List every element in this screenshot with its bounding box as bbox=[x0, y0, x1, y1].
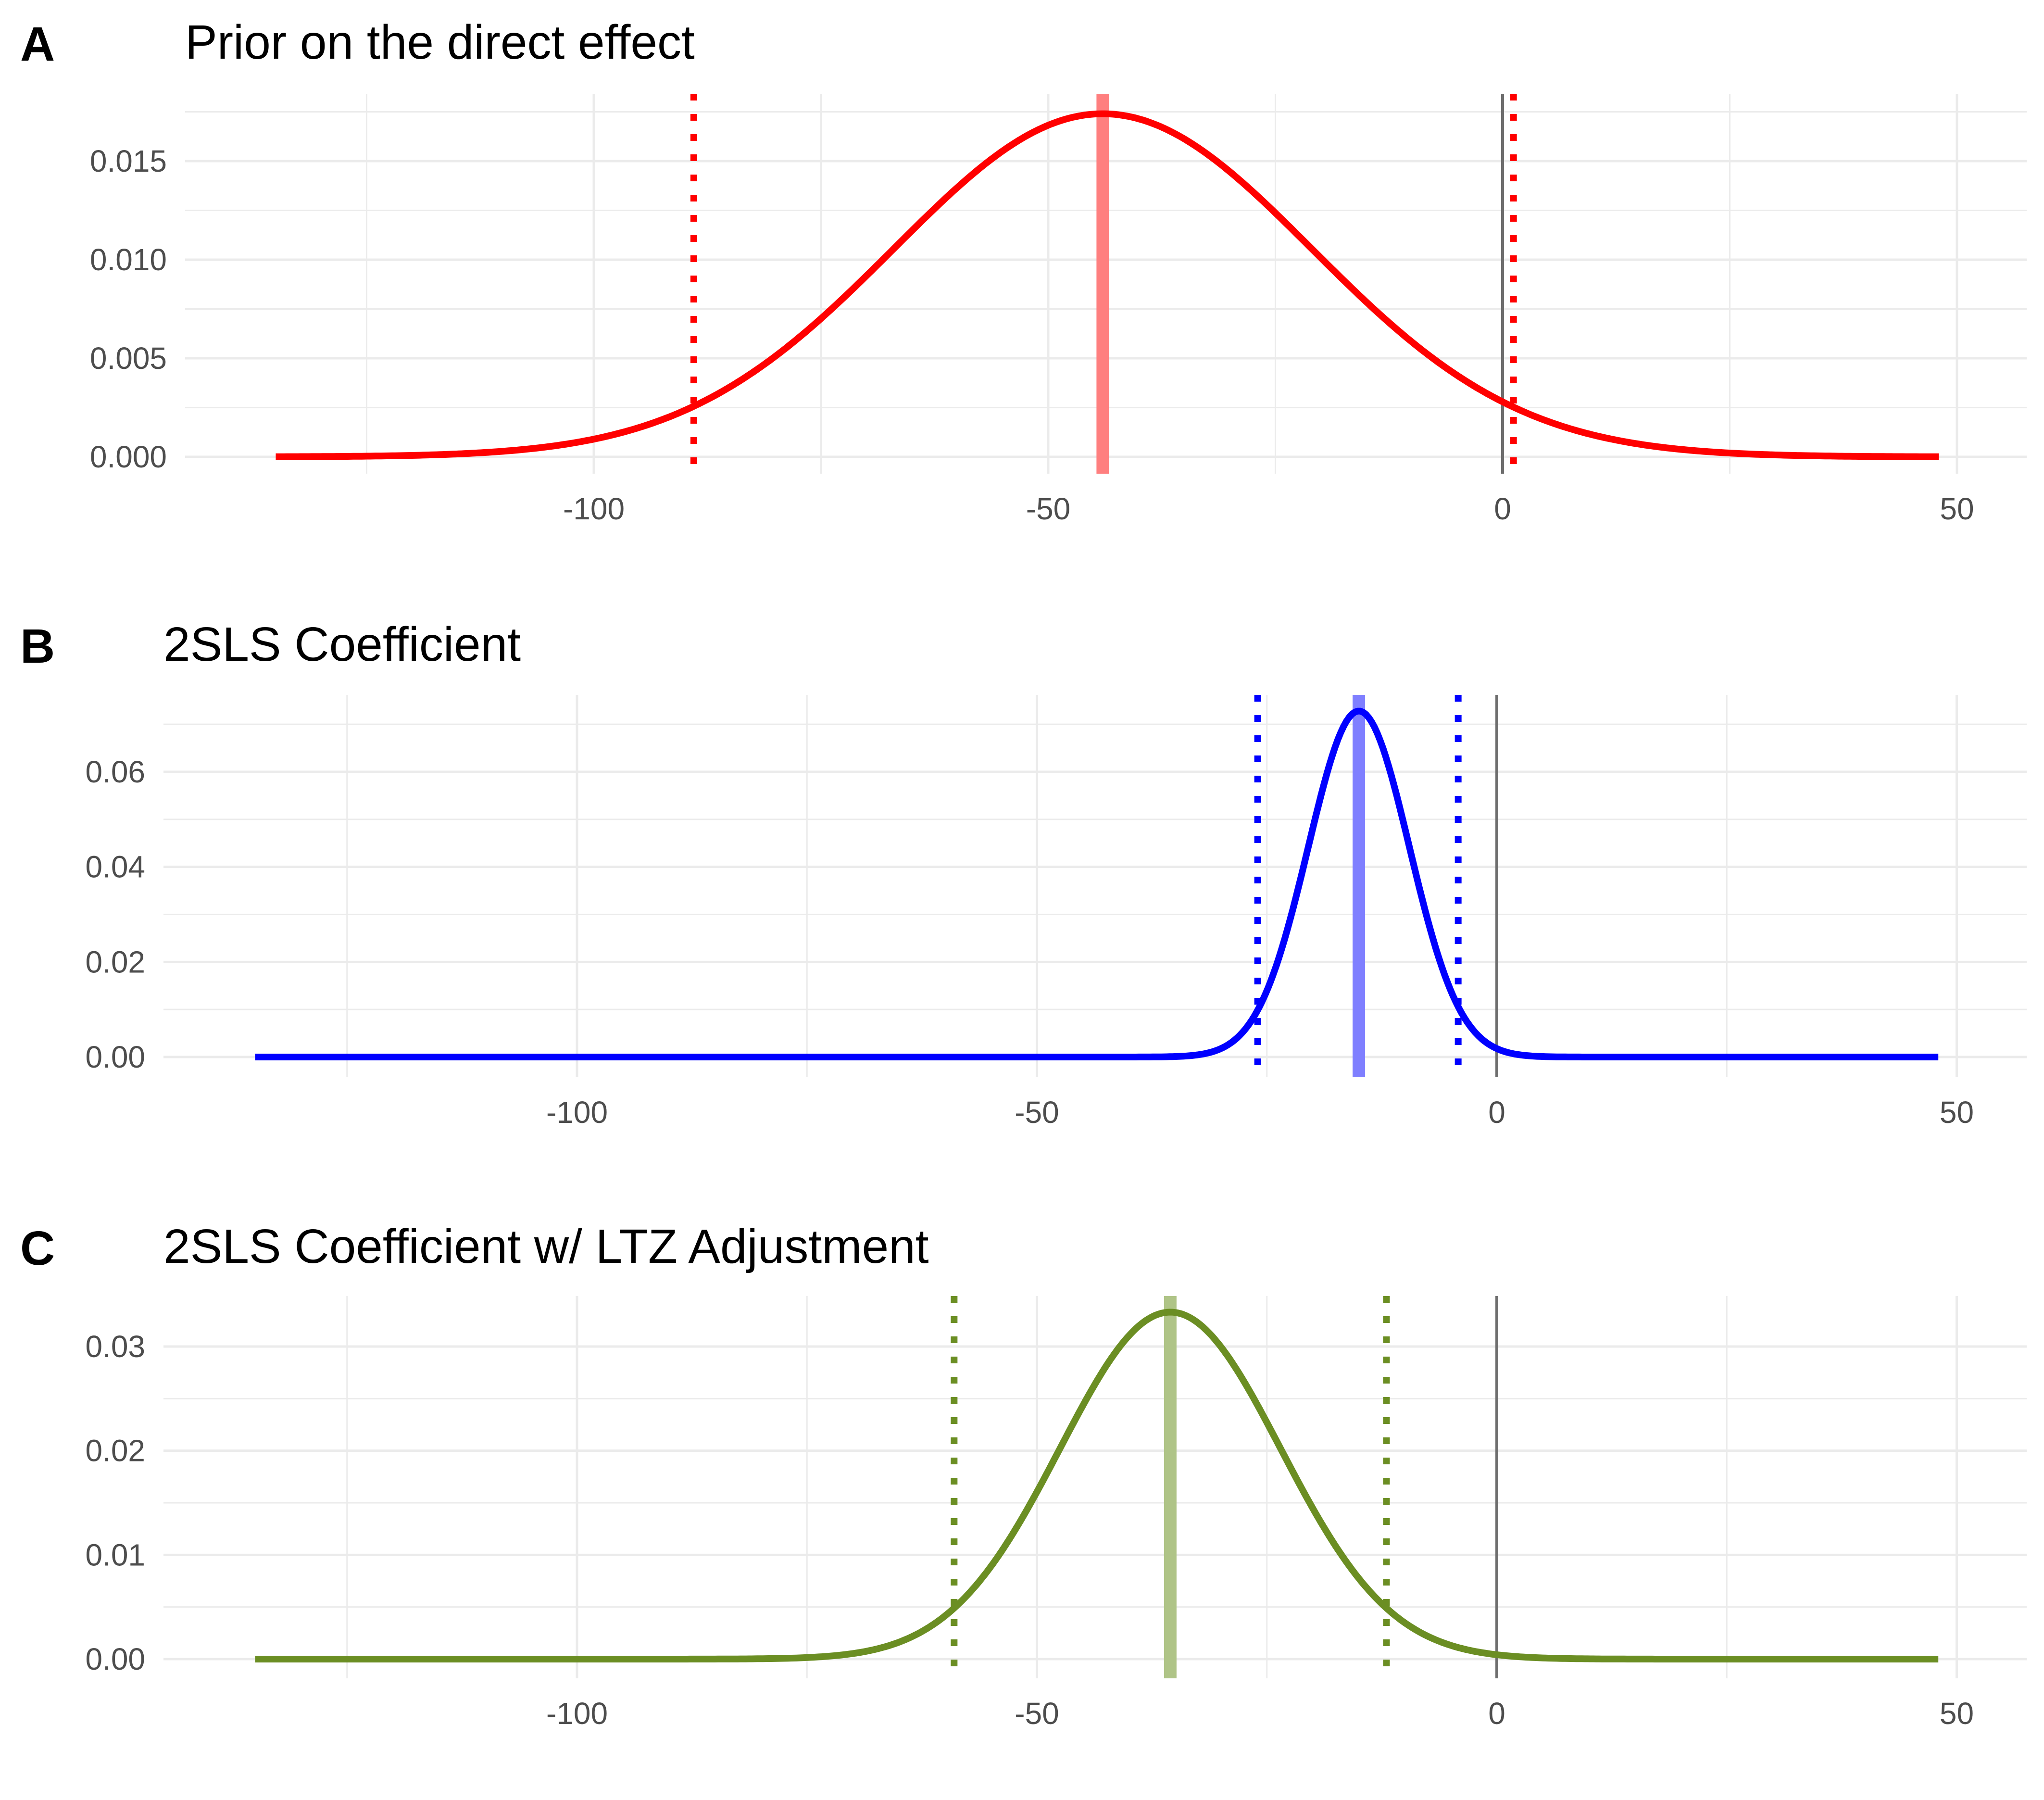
panel-b-y-tick-labels: 0.00 0.02 0.04 0.06 bbox=[85, 755, 145, 1074]
panel-b-title: 2SLS Coefficient bbox=[163, 617, 521, 671]
y-tick-label: 0.06 bbox=[85, 755, 145, 789]
panel-a-title: Prior on the direct effect bbox=[185, 15, 695, 69]
panel-b: B 2SLS Coefficient -100 -50 0 50 0.000.020.… bbox=[20, 617, 2027, 1130]
panel-c-vlines bbox=[951, 1296, 1498, 1678]
panel-b-curve bbox=[254, 707, 1939, 1060]
density-curve bbox=[254, 1309, 1939, 1662]
x-tick-label: -50 bbox=[1015, 1696, 1059, 1731]
panel-b-letter: B bbox=[20, 619, 55, 673]
y-tick-label: 0.00 bbox=[85, 1642, 145, 1676]
y-tick-label: 0.010 bbox=[90, 242, 167, 277]
y-tick-label: 0.00 bbox=[85, 1040, 145, 1074]
y-tick-label: 0.03 bbox=[85, 1329, 145, 1364]
density-curve bbox=[254, 707, 1939, 1060]
y-tick-label: 0.000 bbox=[90, 440, 167, 474]
y-tick-label: 0.02 bbox=[85, 1434, 145, 1468]
panel-b-grid bbox=[163, 695, 2027, 1077]
panel-c-title: 2SLS Coefficient w/ LTZ Adjustment bbox=[163, 1220, 929, 1273]
panel-c: C 2SLS Coefficient w/ LTZ Adjustment -10… bbox=[20, 1220, 2027, 1731]
x-tick-label: 0 bbox=[1488, 1095, 1505, 1130]
density-curve bbox=[275, 110, 1940, 460]
x-tick-label: -50 bbox=[1015, 1095, 1059, 1130]
panel-a: A Prior on the direct effect -100 -50 0 50 … bbox=[20, 15, 2027, 526]
x-tick-label: 50 bbox=[1940, 1696, 1974, 1731]
x-tick-label: -100 bbox=[563, 491, 625, 526]
panel-a-letter: A bbox=[20, 17, 55, 71]
x-tick-label: 50 bbox=[1940, 491, 1974, 526]
panel-c-x-tick-labels: -100 -50 0 50 bbox=[546, 1696, 1974, 1731]
panel-a-y-tick-labels: 0.000 0.005 0.010 0.015 bbox=[90, 144, 167, 474]
y-tick-label: 0.02 bbox=[85, 944, 145, 979]
y-tick-label: 0.04 bbox=[85, 850, 145, 884]
panel-a-vlines bbox=[690, 94, 1517, 474]
y-tick-label: 0.01 bbox=[85, 1537, 145, 1572]
panel-c-letter: C bbox=[20, 1221, 55, 1275]
x-tick-label: -100 bbox=[546, 1696, 608, 1731]
panel-c-grid bbox=[163, 1296, 2027, 1678]
panel-b-x-tick-labels: -100 -50 0 50 bbox=[546, 1095, 1974, 1130]
y-tick-label: 0.015 bbox=[90, 144, 167, 178]
x-tick-label: -50 bbox=[1026, 491, 1071, 526]
panel-c-y-tick-labels: 0.00 0.01 0.02 0.03 bbox=[85, 1329, 145, 1676]
x-tick-label: -100 bbox=[546, 1095, 608, 1130]
x-tick-label: 50 bbox=[1940, 1095, 1974, 1130]
panel-c-curve bbox=[254, 1309, 1939, 1662]
panel-b-vlines bbox=[1254, 695, 1498, 1077]
x-tick-label: 0 bbox=[1494, 491, 1511, 526]
x-tick-label: 0 bbox=[1488, 1696, 1505, 1731]
y-tick-label: 0.005 bbox=[90, 341, 167, 376]
panel-a-curve bbox=[275, 110, 1940, 460]
panel-a-x-tick-labels: -100 -50 0 50 bbox=[563, 491, 1974, 526]
